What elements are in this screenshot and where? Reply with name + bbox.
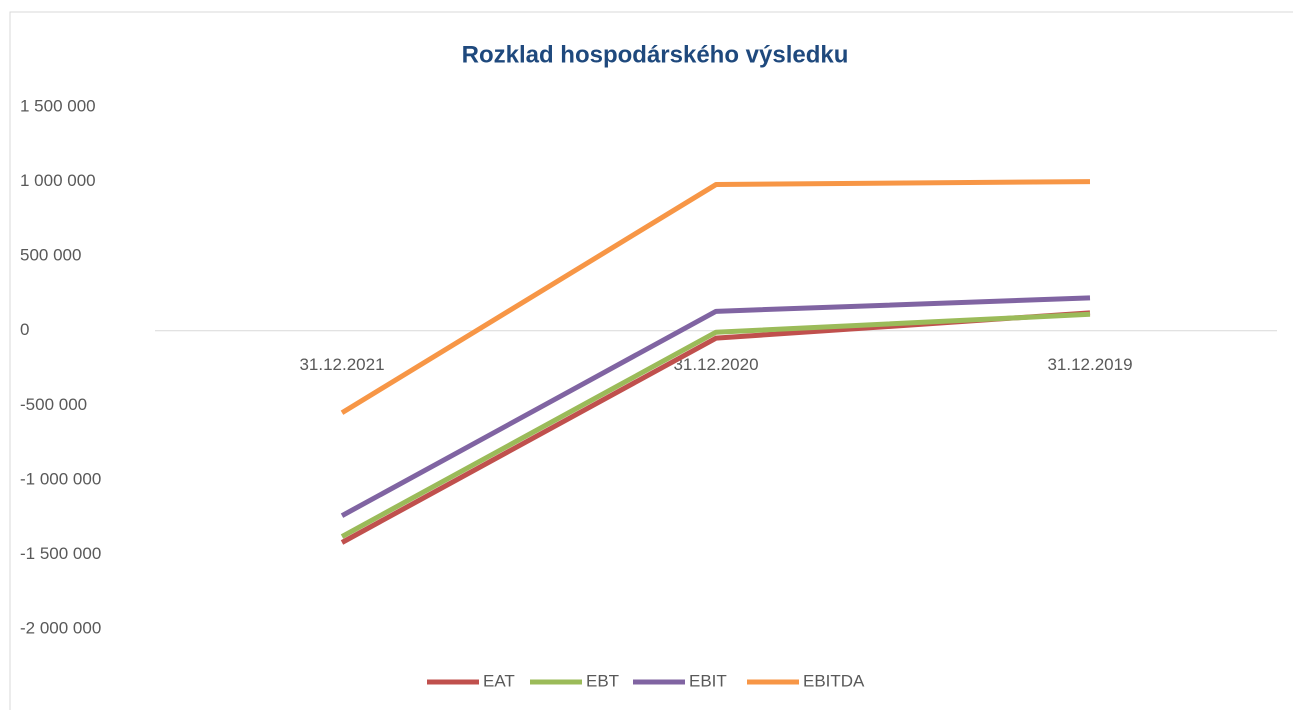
legend-label: EBT [586, 671, 619, 690]
legend-label: EBITDA [803, 671, 865, 690]
series-line [340, 310, 1091, 545]
y-tick-label: -1 500 000 [20, 544, 101, 563]
y-tick-label: 1 000 000 [20, 171, 96, 190]
y-tick-label: -500 000 [20, 395, 87, 414]
series-line [340, 295, 1091, 518]
series-line [340, 311, 1091, 539]
chart-title: Rozklad hospodárského výsledku [462, 41, 849, 68]
x-tick-label: 31.12.2021 [299, 355, 384, 374]
x-tick-label: 31.12.2020 [673, 355, 758, 374]
y-tick-label: -2 000 000 [20, 618, 101, 637]
legend-label: EBIT [689, 671, 727, 690]
y-tick-label: -1 000 000 [20, 469, 101, 488]
y-tick-label: 0 [20, 320, 29, 339]
y-tick-label: 1 500 000 [20, 96, 96, 115]
series-line [340, 179, 1091, 415]
x-tick-label: 31.12.2019 [1047, 355, 1132, 374]
y-tick-label: 500 000 [20, 246, 81, 265]
legend-label: EAT [483, 671, 515, 690]
chart-border [9, 11, 1293, 710]
